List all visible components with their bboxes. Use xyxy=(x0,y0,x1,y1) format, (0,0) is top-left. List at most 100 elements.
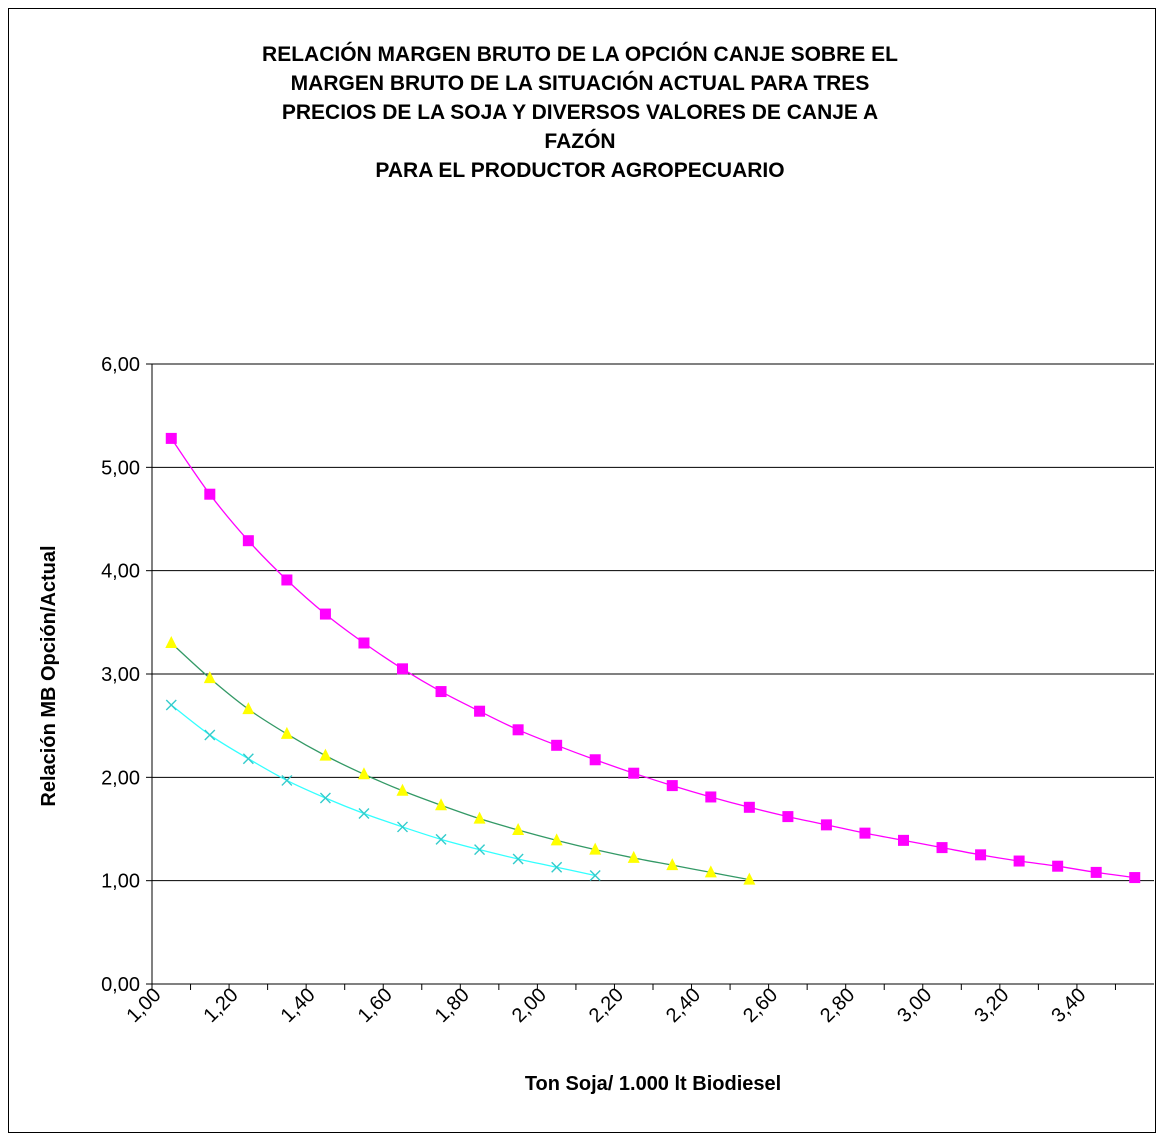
series-1-point xyxy=(1129,872,1141,884)
series-1-point xyxy=(512,724,524,736)
series-1-point xyxy=(204,488,216,500)
series-2-point xyxy=(435,798,448,811)
series-1-point xyxy=(1052,860,1064,872)
series-3-point xyxy=(165,699,177,711)
series-1-point xyxy=(474,705,486,717)
series-1-line xyxy=(170,438,1135,879)
series-2-point xyxy=(512,823,525,836)
label-layer: 0,001,002,003,004,005,006,001,00 1,20 1,40… xyxy=(101,354,1090,1027)
series-3-point xyxy=(397,821,408,833)
series-3-point-stroke xyxy=(551,861,563,873)
series-1-point xyxy=(936,842,948,854)
chart-title-line-1: RELACIÓN MARGEN BRUTO DE LA OPCIÓN CANJE… xyxy=(262,43,898,66)
x-tick-label: 2,20 xyxy=(585,984,628,1027)
series-2-point xyxy=(666,858,679,871)
grid-layer xyxy=(152,363,1154,882)
x-tick-label: 1,80 xyxy=(431,984,474,1027)
series-2-point xyxy=(550,833,563,846)
series-2-point xyxy=(203,671,216,684)
series-2-point xyxy=(473,811,486,824)
series-1-point xyxy=(281,574,293,586)
series-1-point xyxy=(589,754,601,766)
series-3-line xyxy=(170,704,596,877)
series-3-point-stroke xyxy=(319,792,331,804)
series-2-point xyxy=(242,702,255,715)
axis-layer xyxy=(146,363,1154,990)
series-1-point xyxy=(319,608,331,620)
chart-title-line-4: FAZÓN xyxy=(544,130,616,153)
series-1-point xyxy=(666,780,678,792)
series-1-point xyxy=(1013,855,1025,867)
series-1-point xyxy=(242,535,254,547)
series-3-point xyxy=(435,833,447,845)
series-3-point xyxy=(589,870,601,881)
series-1-point xyxy=(859,827,871,839)
series-3-point xyxy=(512,853,524,865)
series-1-point xyxy=(435,686,447,698)
y-tick-label: 6,00 xyxy=(101,354,140,376)
x-tick-label: 1,40 xyxy=(277,984,320,1027)
y-tick-label: 4,00 xyxy=(101,561,140,583)
series-3-point-stroke xyxy=(397,821,408,833)
series-3-point-stroke xyxy=(512,853,524,865)
x-tick-label: 3,00 xyxy=(893,984,936,1027)
series-1-point xyxy=(1090,866,1102,878)
series-2-point xyxy=(280,726,293,739)
series-3-point xyxy=(358,808,370,819)
x-axis-title: Ton Soja/ 1.000 lt Biodiesel xyxy=(525,1073,781,1095)
series-layer xyxy=(165,432,1141,885)
series-3-point-stroke xyxy=(435,833,447,845)
series-1-point xyxy=(358,637,370,649)
series-3-point-stroke xyxy=(589,870,601,881)
x-tick-label: 3,40 xyxy=(1047,984,1090,1027)
series-2-point xyxy=(704,865,717,878)
x-tick-label: 1,60 xyxy=(354,984,397,1027)
y-tick-label: 2,00 xyxy=(101,767,140,789)
x-tick-label: 1,20 xyxy=(200,984,243,1027)
series-2-line xyxy=(170,642,750,881)
series-2-point xyxy=(589,842,602,855)
series-2-point xyxy=(627,850,640,863)
series-2-point xyxy=(357,767,370,780)
series-3-point xyxy=(474,844,486,856)
series-1-point xyxy=(820,819,832,831)
series-2-point xyxy=(319,748,332,761)
series-1-point xyxy=(397,663,408,675)
series-1-point xyxy=(705,791,717,803)
series-1-point xyxy=(743,801,755,813)
series-3-point-stroke xyxy=(242,753,254,765)
series-3-point xyxy=(281,774,293,786)
series-1-point xyxy=(898,834,909,846)
series-1-point xyxy=(975,849,987,861)
series-1-point xyxy=(551,739,563,751)
y-axis-title: Relación MB Opción/Actual xyxy=(38,545,60,806)
series-1-point xyxy=(165,432,177,444)
x-tick-label: 3,20 xyxy=(970,984,1013,1027)
series-1-point xyxy=(782,811,794,823)
y-tick-label: 5,00 xyxy=(101,457,140,479)
y-tick-label: 0,00 xyxy=(101,974,140,996)
series-3-point xyxy=(242,753,254,765)
series-2-point xyxy=(743,872,756,885)
series-3-point xyxy=(551,861,563,873)
series-3-point-stroke xyxy=(281,774,293,786)
series-3-point-stroke xyxy=(165,699,177,711)
series-3-point-stroke xyxy=(204,729,216,741)
x-tick-label: 2,60 xyxy=(739,984,782,1027)
chart-title-line-2: MARGEN BRUTO DE LA SITUACIÓN ACTUAL PARA… xyxy=(290,72,870,95)
series-1-point xyxy=(628,767,640,779)
chart-title-line-3: PRECIOS DE LA SOJA Y DIVERSOS VALORES DE… xyxy=(281,101,879,124)
x-tick-label: 2,80 xyxy=(816,984,859,1027)
chart-title: RELACIÓN MARGEN BRUTO DE LA OPCIÓN CANJE… xyxy=(60,40,1100,185)
series-3-point-stroke xyxy=(474,844,486,856)
series-2-point xyxy=(165,636,178,648)
series-3-point xyxy=(319,792,331,804)
chart-title-line-5: PARA EL PRODUCTOR AGROPECUARIO xyxy=(375,159,785,182)
series-3-point-stroke xyxy=(358,808,370,819)
x-tick-label: 2,40 xyxy=(662,984,705,1027)
y-tick-label: 1,00 xyxy=(101,871,140,893)
x-tick-label: 2,00 xyxy=(508,984,551,1027)
y-tick-label: 3,00 xyxy=(101,664,140,686)
series-2-point xyxy=(396,783,409,796)
